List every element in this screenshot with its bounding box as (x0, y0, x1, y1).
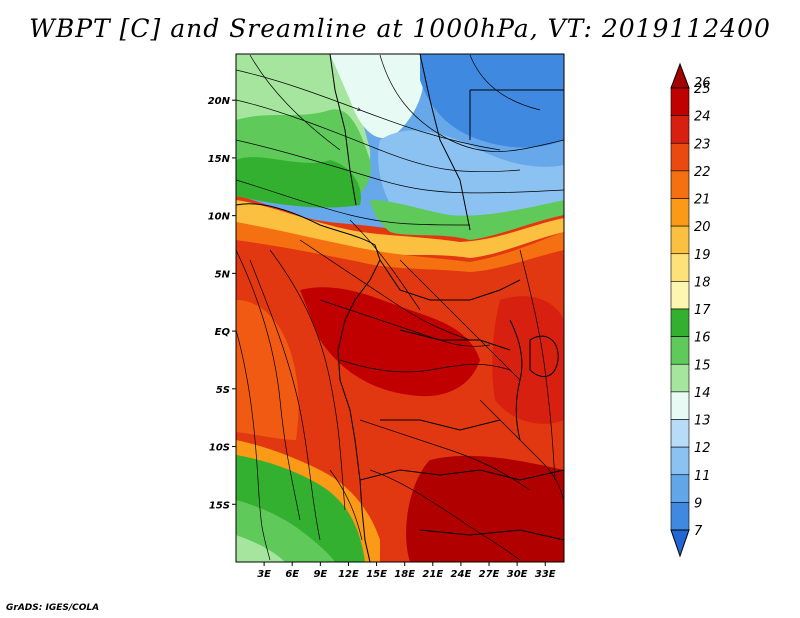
colorbar-swatch (670, 225, 690, 255)
colorbar-label: 24 (694, 110, 711, 125)
colorbar-swatch (670, 419, 690, 448)
colorbar-swatch (670, 308, 690, 337)
colorbar-label: 21 (694, 193, 711, 208)
colorbar-label: 15 (694, 358, 711, 373)
longitude-axis: 3E 6E 9E 12E 15E 18E 21E 24E 27E 30E 33E (257, 562, 556, 580)
colorbar-swatch (670, 115, 690, 144)
colorbar-label: 9 (694, 496, 702, 511)
colorbar-label: 7 (694, 524, 703, 539)
lon-tick-label: 18E (394, 569, 415, 580)
colorbar-swatch (670, 336, 690, 365)
lon-tick-label: 33E (535, 569, 556, 580)
colorbar-swatch (670, 446, 690, 476)
colorbar-label: 25 (694, 82, 711, 97)
lon-tick-label: 6E (285, 569, 299, 580)
colorbar-label: 23 (694, 137, 711, 152)
colorbar-top-arrow (670, 62, 690, 89)
colorbar-swatch (670, 170, 690, 199)
colorbar-label: 19 (694, 248, 711, 263)
colorbar-swatch (670, 474, 690, 503)
latitude-axis: 20N 15N 10N 5N EQ 5S 10S 15S (208, 96, 236, 511)
page-title: WBPT [C] and Sreamline at 1000hPa, VT: 2… (29, 14, 771, 43)
colorbar-swatch (670, 502, 690, 531)
colorbar-label: 22 (694, 165, 711, 180)
lon-tick-label: 12E (338, 569, 359, 580)
colorbar-label: 17 (694, 303, 711, 318)
lat-tick-label: 5S (216, 385, 230, 396)
lat-tick-label: 15S (209, 500, 230, 511)
footer-credit: GrADS: IGES/COLA (6, 603, 100, 613)
colorbar-label: 14 (694, 386, 711, 401)
lon-tick-label: 15E (366, 569, 387, 580)
lon-tick-label: 3E (257, 569, 271, 580)
borders (236, 54, 564, 562)
lon-tick-label: 30E (507, 569, 528, 580)
lat-tick-label: 5N (215, 269, 231, 280)
colorbar-swatch (670, 391, 690, 420)
lat-tick-label: EQ (215, 327, 231, 338)
colorbar-swatch (670, 198, 690, 227)
streamlines (236, 54, 564, 561)
plot-frame (235, 53, 565, 563)
colorbar-label: 16 (694, 331, 711, 346)
colorbar-label: 20 (694, 220, 711, 235)
lat-tick-label: 15N (208, 154, 231, 165)
colorbar-bottom-arrow (670, 529, 690, 558)
colorbar-label: 26 (694, 76, 711, 91)
colorbar-swatch (670, 363, 690, 393)
lon-tick-label: 24E (451, 569, 472, 580)
colorbar-label: 13 (694, 414, 711, 429)
lon-tick-label: 27E (479, 569, 500, 580)
colorbar-swatch (670, 253, 690, 282)
lon-tick-label: 21E (422, 569, 443, 580)
colorbar-swatch (670, 142, 690, 172)
wbpt-field (236, 54, 564, 562)
colorbar-label: 11 (694, 469, 711, 484)
colorbar-label: 12 (694, 441, 711, 456)
lat-tick-label: 20N (208, 96, 231, 107)
colorbar-swatch (670, 87, 690, 116)
lat-tick-label: 10S (209, 443, 230, 454)
colorbar-swatch (670, 281, 690, 310)
lat-tick-label: 10N (208, 212, 231, 223)
colorbar-label: 18 (694, 275, 711, 290)
lon-tick-label: 9E (313, 569, 327, 580)
